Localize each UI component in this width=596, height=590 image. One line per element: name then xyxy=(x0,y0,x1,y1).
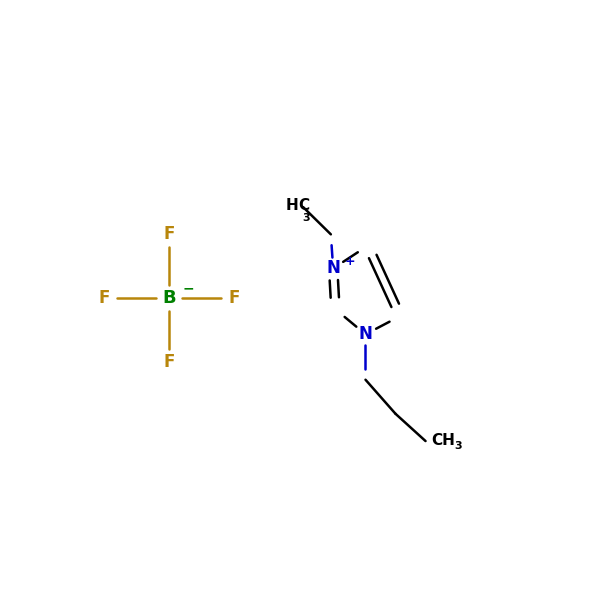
Text: N: N xyxy=(359,325,372,343)
Text: 3: 3 xyxy=(454,441,462,451)
Text: C: C xyxy=(299,198,310,213)
Text: F: F xyxy=(163,353,175,371)
Text: +: + xyxy=(344,255,355,268)
Text: H: H xyxy=(285,198,299,213)
Text: −: − xyxy=(182,282,194,296)
Text: B: B xyxy=(162,289,176,307)
Text: F: F xyxy=(163,225,175,243)
Text: F: F xyxy=(228,289,240,307)
Text: CH: CH xyxy=(431,432,455,448)
Text: N: N xyxy=(326,260,340,277)
Text: F: F xyxy=(99,289,110,307)
Text: 3: 3 xyxy=(302,212,310,222)
